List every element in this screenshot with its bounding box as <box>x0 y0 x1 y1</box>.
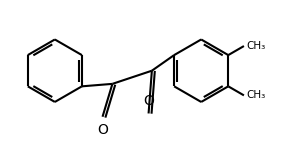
Text: CH₃: CH₃ <box>247 90 266 100</box>
Text: O: O <box>143 94 154 108</box>
Text: O: O <box>97 123 108 137</box>
Text: CH₃: CH₃ <box>247 41 266 51</box>
